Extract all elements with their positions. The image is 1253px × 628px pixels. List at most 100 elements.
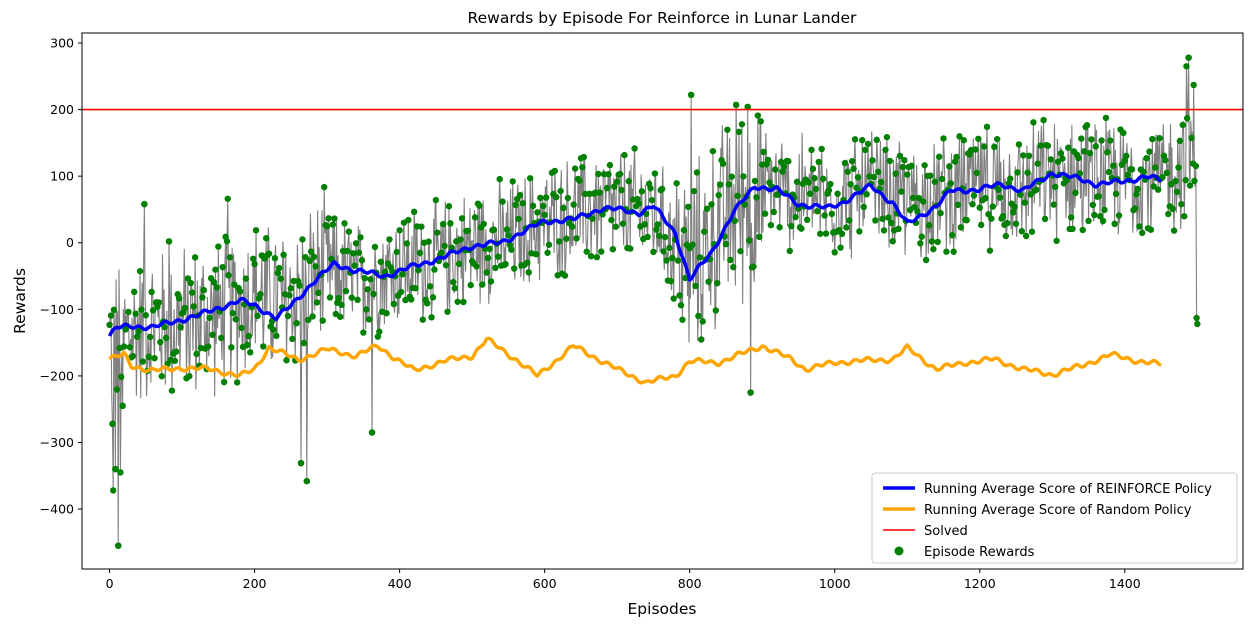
- episode-reward-point: [831, 249, 838, 256]
- episode-reward-point: [1191, 177, 1198, 185]
- episode-reward-point: [764, 156, 772, 164]
- episode-reward-point: [542, 194, 550, 201]
- episode-reward-point: [1004, 219, 1011, 227]
- episode-reward-point: [819, 175, 827, 182]
- episode-reward-point: [354, 296, 361, 304]
- episode-reward-point: [740, 173, 747, 180]
- episode-reward-point: [625, 178, 632, 185]
- episode-reward-point: [1147, 226, 1155, 233]
- episode-reward-point: [834, 190, 841, 197]
- legend: Running Average Score of REINFORCE Polic…: [871, 472, 1238, 564]
- episode-reward-point: [635, 200, 643, 207]
- episode-reward-point: [557, 187, 564, 195]
- episode-reward-point: [947, 180, 954, 187]
- episode-reward-point: [621, 151, 628, 159]
- episode-reward-point: [120, 343, 128, 350]
- episode-reward-point: [423, 300, 431, 307]
- episode-reward-point: [757, 118, 764, 125]
- episode-reward-point: [257, 290, 264, 298]
- episode-reward-point: [132, 310, 139, 317]
- episode-reward-point: [173, 348, 180, 355]
- episode-reward-point: [1168, 181, 1175, 188]
- episode-reward-point: [171, 357, 179, 365]
- episode-reward-point: [571, 165, 579, 172]
- episode-reward-point: [1017, 191, 1024, 198]
- episode-reward-point: [772, 166, 779, 173]
- episode-reward-point: [106, 321, 113, 329]
- episode-reward-point: [329, 221, 337, 228]
- episode-reward-point: [1051, 183, 1059, 191]
- episode-reward-point: [991, 143, 998, 151]
- episode-reward-point: [848, 157, 856, 165]
- episode-reward-point: [544, 249, 551, 256]
- episode-reward-point: [660, 248, 667, 255]
- episode-reward-point: [859, 136, 866, 144]
- random-average-layer: [108, 336, 1162, 385]
- episode-reward-point: [937, 209, 944, 217]
- episode-reward-point: [110, 306, 118, 314]
- episode-reward-point: [1057, 150, 1065, 157]
- episode-reward-point: [540, 202, 547, 210]
- episode-reward-point: [1190, 81, 1197, 89]
- episode-reward-point: [310, 253, 318, 261]
- episode-reward-point: [515, 215, 522, 223]
- episode-reward-point: [698, 336, 705, 343]
- episode-reward-point: [956, 133, 963, 140]
- episode-reward-point: [696, 254, 704, 261]
- episode-reward-point: [817, 230, 824, 237]
- episode-reward-point: [115, 542, 122, 549]
- episode-reward-point: [809, 165, 817, 173]
- episode-reward-point: [306, 257, 313, 265]
- x-tick-label: 1200: [964, 576, 996, 591]
- episode-reward-point: [416, 249, 424, 257]
- episode-reward-point: [1186, 182, 1194, 189]
- episode-reward-point: [970, 192, 978, 199]
- episode-reward-point: [224, 195, 231, 202]
- episode-reward-point: [244, 341, 251, 349]
- episode-reward-point: [537, 194, 544, 202]
- episode-reward-point: [808, 146, 815, 154]
- episode-reward-point: [747, 389, 754, 396]
- episode-reward-point: [165, 238, 173, 245]
- episode-reward-point: [695, 312, 702, 320]
- episode-reward-point: [560, 204, 567, 212]
- episode-reward-point: [785, 158, 792, 165]
- episode-reward-point: [209, 331, 216, 338]
- random-average-line: [108, 336, 1162, 385]
- episode-reward-point: [580, 153, 588, 161]
- episode-reward-point: [374, 333, 382, 340]
- episode-reward-point: [1085, 217, 1092, 225]
- episode-reward-point: [138, 306, 145, 313]
- episode-reward-point: [1107, 137, 1114, 144]
- episode-reward-point: [210, 279, 218, 286]
- episode-reward-point: [252, 227, 260, 234]
- episode-reward-point: [345, 228, 353, 235]
- x-axis: 0 200 400 600 800 1000 1200 1400: [106, 569, 1141, 591]
- episode-reward-point: [780, 163, 788, 170]
- episode-reward-point: [670, 295, 677, 302]
- episode-reward-point: [1022, 232, 1030, 240]
- episode-reward-point: [1120, 129, 1127, 137]
- episode-reward-point: [524, 259, 531, 266]
- episode-reward-point: [1075, 154, 1082, 162]
- episode-reward-point: [679, 316, 686, 323]
- episode-reward-point: [606, 161, 614, 169]
- episode-reward-point: [1156, 135, 1163, 142]
- episode-reward-point: [1149, 135, 1156, 143]
- episode-reward-point: [803, 216, 811, 224]
- episode-reward-point: [661, 233, 669, 241]
- episode-reward-point: [146, 333, 154, 341]
- episode-reward-point: [286, 292, 293, 299]
- episode-reward-point: [215, 243, 222, 250]
- episode-reward-point: [709, 147, 717, 155]
- episode-reward-point: [918, 233, 925, 240]
- episode-reward-point: [921, 162, 928, 169]
- episode-reward-point: [326, 294, 334, 301]
- episode-reward-point: [766, 179, 773, 186]
- episode-reward-point: [383, 310, 390, 317]
- y-tick-label: 300: [50, 35, 74, 50]
- episode-reward-point: [667, 277, 675, 285]
- episode-reward-point: [142, 312, 150, 319]
- episode-reward-point: [487, 278, 495, 285]
- episode-reward-point: [712, 307, 719, 314]
